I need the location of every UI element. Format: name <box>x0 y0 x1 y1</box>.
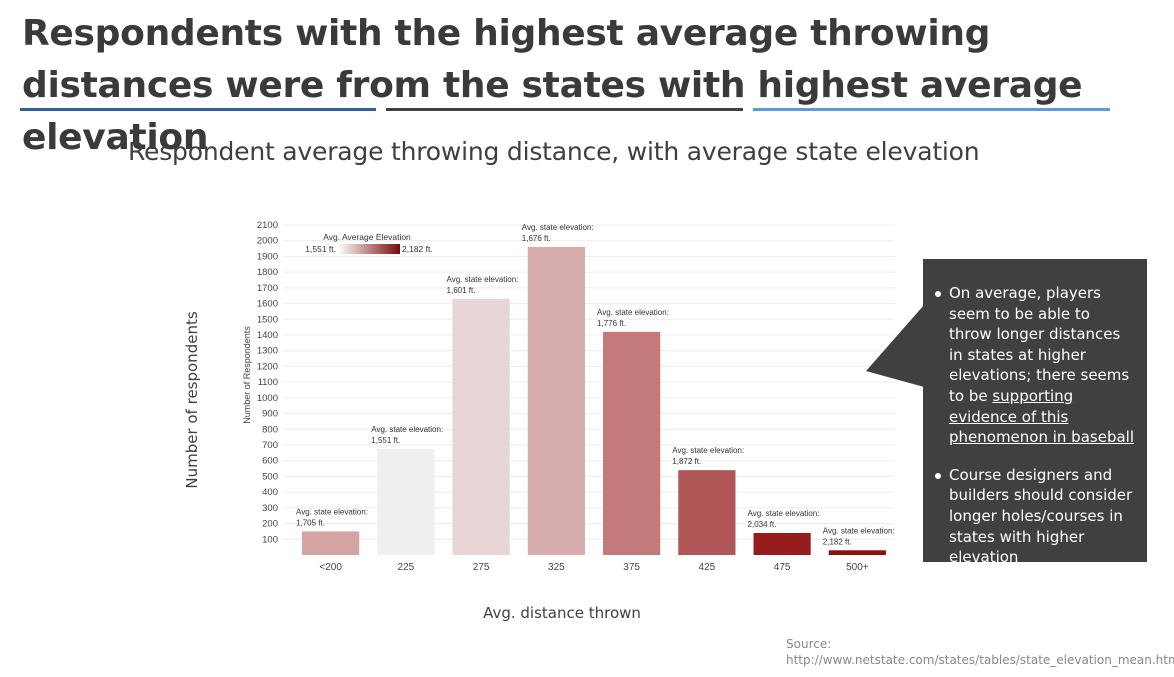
bar-label-value: 2,182 ft. <box>823 537 852 546</box>
bar-label-value: 1,601 ft. <box>447 286 476 295</box>
source-url[interactable]: http://www.netstate.com/states/tables/st… <box>786 653 1174 667</box>
y-tick-label: 1600 <box>257 299 278 310</box>
y-tick-label: 1800 <box>257 267 278 278</box>
y-tick-labels: 100 200 300 400 500 600 700 800 900 1000 1100 1200 1… <box>257 220 278 545</box>
y-tick-label: 1900 <box>257 251 278 262</box>
x-tick-label: <200 <box>319 562 342 573</box>
y-tick-label: 500 <box>262 471 278 482</box>
y-tick-label: 1300 <box>257 346 278 357</box>
insight-bullet-1-text: On average, players seem to be able to t… <box>949 284 1130 405</box>
bar-label-prefix: Avg. state elevation: <box>296 507 368 516</box>
bar <box>527 247 585 555</box>
y-tick-label: 1100 <box>258 377 278 388</box>
source-label: Source: <box>786 637 832 651</box>
insight-bullet-1: On average, players seem to be able to t… <box>935 283 1135 448</box>
legend-min-label: 1,551 ft. <box>305 244 336 254</box>
legend-gradient-bar <box>338 244 400 254</box>
y-tick-label: 2000 <box>257 236 278 247</box>
bar-label-prefix: Avg. state elevation: <box>522 223 594 232</box>
bar-label-prefix: Avg. state elevation: <box>672 446 744 455</box>
grid-lines <box>283 224 895 540</box>
legend-title: Avg. Average Elevation <box>323 232 411 242</box>
y-tick-label: 900 <box>262 409 278 420</box>
insight-list: On average, players seem to be able to t… <box>935 283 1135 568</box>
bars <box>302 247 886 555</box>
bar <box>302 531 360 555</box>
bar-label-prefix: Avg. state elevation: <box>823 526 895 535</box>
bar-label-prefix: Avg. state elevation: <box>447 275 519 284</box>
bar-label-prefix: Avg. state elevation: <box>371 425 443 434</box>
y-tick-label: 300 <box>262 503 278 514</box>
y-tick-label: 200 <box>262 519 278 530</box>
y-tick-label: 600 <box>262 456 278 467</box>
bar-label-prefix: Avg. state elevation: <box>597 308 669 317</box>
bar-label-value: 1,705 ft. <box>296 518 325 527</box>
y-tick-label: 100 <box>262 534 278 545</box>
headline: Respondents with the highest average thr… <box>22 13 1083 158</box>
x-tick-labels: <200 225 275 325 375 425 475 500+ <box>319 562 868 573</box>
bar-chart: 100 200 300 400 500 600 700 800 900 1000 1100 1200 1… <box>242 220 895 573</box>
bar-label-value: 2,034 ft. <box>748 520 777 529</box>
callout-pointer <box>866 305 924 387</box>
bar-label-prefix: Avg. state elevation: <box>748 509 820 518</box>
insight-callout: On average, players seem to be able to t… <box>923 259 1147 566</box>
source-note: Source: http://www.netstate.com/states/t… <box>786 636 1174 668</box>
y-tick-label: 2100 <box>257 220 278 231</box>
chart-subtitle: Respondent average throwing distance, wi… <box>128 137 980 166</box>
y-tick-label: 700 <box>262 440 278 451</box>
y-tick-label: 800 <box>262 424 278 435</box>
bar <box>377 448 435 555</box>
y-tick-label: 1000 <box>257 393 278 404</box>
x-tick-label: 225 <box>398 562 415 573</box>
y-tick-label: 1400 <box>257 330 278 341</box>
bar-labels: Avg. state elevation: 1,705 ft. Avg. state… <box>296 223 895 546</box>
bar <box>603 331 661 555</box>
bar-label-value: 1,551 ft. <box>371 436 400 445</box>
bar <box>753 533 811 555</box>
y-tick-label: 1200 <box>257 361 278 372</box>
bar <box>452 298 510 555</box>
y-tick-label: 400 <box>262 487 278 498</box>
bar-label-value: 1,776 ft. <box>597 319 626 328</box>
bar <box>678 470 736 555</box>
x-tick-label: 375 <box>623 562 640 573</box>
x-tick-label: 275 <box>473 562 490 573</box>
insight-bullet-2-text: Course designers and builders should con… <box>949 465 1133 567</box>
x-tick-label: 425 <box>699 562 716 573</box>
x-tick-label: 500+ <box>846 562 869 573</box>
legend-max-label: 2,182 ft. <box>402 244 433 254</box>
headline-rule-3 <box>753 108 1110 111</box>
color-legend: Avg. Average Elevation 1,551 ft. 2,182 f… <box>305 232 433 254</box>
bar <box>828 550 886 555</box>
y-tick-label: 1500 <box>257 314 278 325</box>
y-tick-label: 1700 <box>257 283 278 294</box>
headline-rule-1 <box>20 108 376 111</box>
outer-x-axis-label: Avg. distance thrown <box>483 604 641 622</box>
supporting-evidence-link[interactable]: supporting evidence of this phenomenon i… <box>949 386 1134 447</box>
x-tick-label: 325 <box>548 562 565 573</box>
bar-label-value: 1,872 ft. <box>672 457 701 466</box>
x-tick-label: 475 <box>774 562 791 573</box>
inner-y-axis-label: Number of Respondents <box>242 326 252 424</box>
headline-rule-2 <box>386 108 743 111</box>
bar-label-value: 1,676 ft. <box>522 234 551 243</box>
insight-bullet-2: Course designers and builders should con… <box>935 465 1135 568</box>
outer-y-axis-label: Number of respondents <box>183 311 201 489</box>
